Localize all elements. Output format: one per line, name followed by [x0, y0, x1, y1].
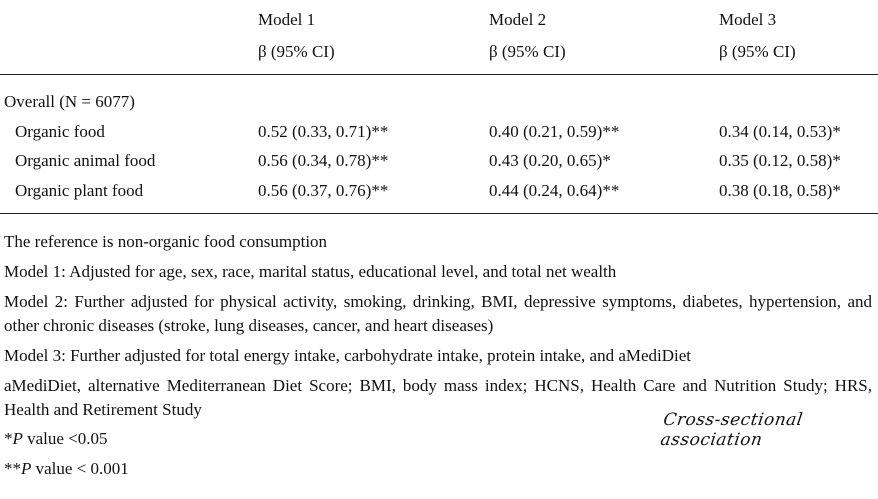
column-header: Model 1: [258, 10, 316, 29]
cell: 0.52 (0.33, 0.71)**: [258, 122, 389, 141]
symbol: P: [21, 459, 32, 478]
row-label: Organic animal food: [15, 151, 156, 170]
footnote: Model 1: Adjusted for age, sex, race, ma…: [4, 262, 617, 281]
footnote: aMediDiet, alternative Mediterranean Die…: [4, 376, 872, 419]
cell: 0.34 (0.14, 0.53)*: [719, 122, 841, 141]
row-label: Organic plant food: [15, 181, 144, 200]
footnote: Model 2: Further adjusted for physical a…: [4, 292, 872, 335]
significance-note: *P value <0.05: [4, 428, 108, 450]
row-label: Organic food: [15, 122, 105, 141]
mark: *: [4, 429, 13, 448]
significance-note: **P value < 0.001: [4, 458, 129, 480]
cell: 0.56 (0.34, 0.78)**: [258, 151, 389, 170]
cell: 0.38 (0.18, 0.58)*: [719, 181, 841, 200]
footnote: Model 3: Further adjusted for total ener…: [4, 346, 692, 365]
cell: 0.43 (0.20, 0.65)*: [489, 151, 611, 170]
column-subheader: β (95% CI): [719, 42, 796, 61]
rule: [0, 74, 878, 75]
symbol: P: [12, 429, 23, 448]
cell: 0.35 (0.12, 0.58)*: [719, 151, 841, 170]
text: value <0.05: [27, 429, 108, 448]
column-subheader: β (95% CI): [258, 42, 335, 61]
column-header: Model 3: [719, 10, 777, 29]
section-label: Overall (N = 6077): [4, 92, 135, 111]
cell: 0.44 (0.24, 0.64)**: [489, 181, 620, 200]
cell: 0.40 (0.21, 0.59)**: [489, 122, 620, 141]
rule: [0, 213, 878, 214]
mark: **: [4, 459, 21, 478]
column-header: Model 2: [489, 10, 547, 29]
column-subheader: β (95% CI): [489, 42, 566, 61]
footnote: The reference is non-organic food consum…: [4, 232, 328, 251]
text: value < 0.001: [35, 459, 129, 478]
cell: 0.56 (0.37, 0.76)**: [258, 181, 389, 200]
